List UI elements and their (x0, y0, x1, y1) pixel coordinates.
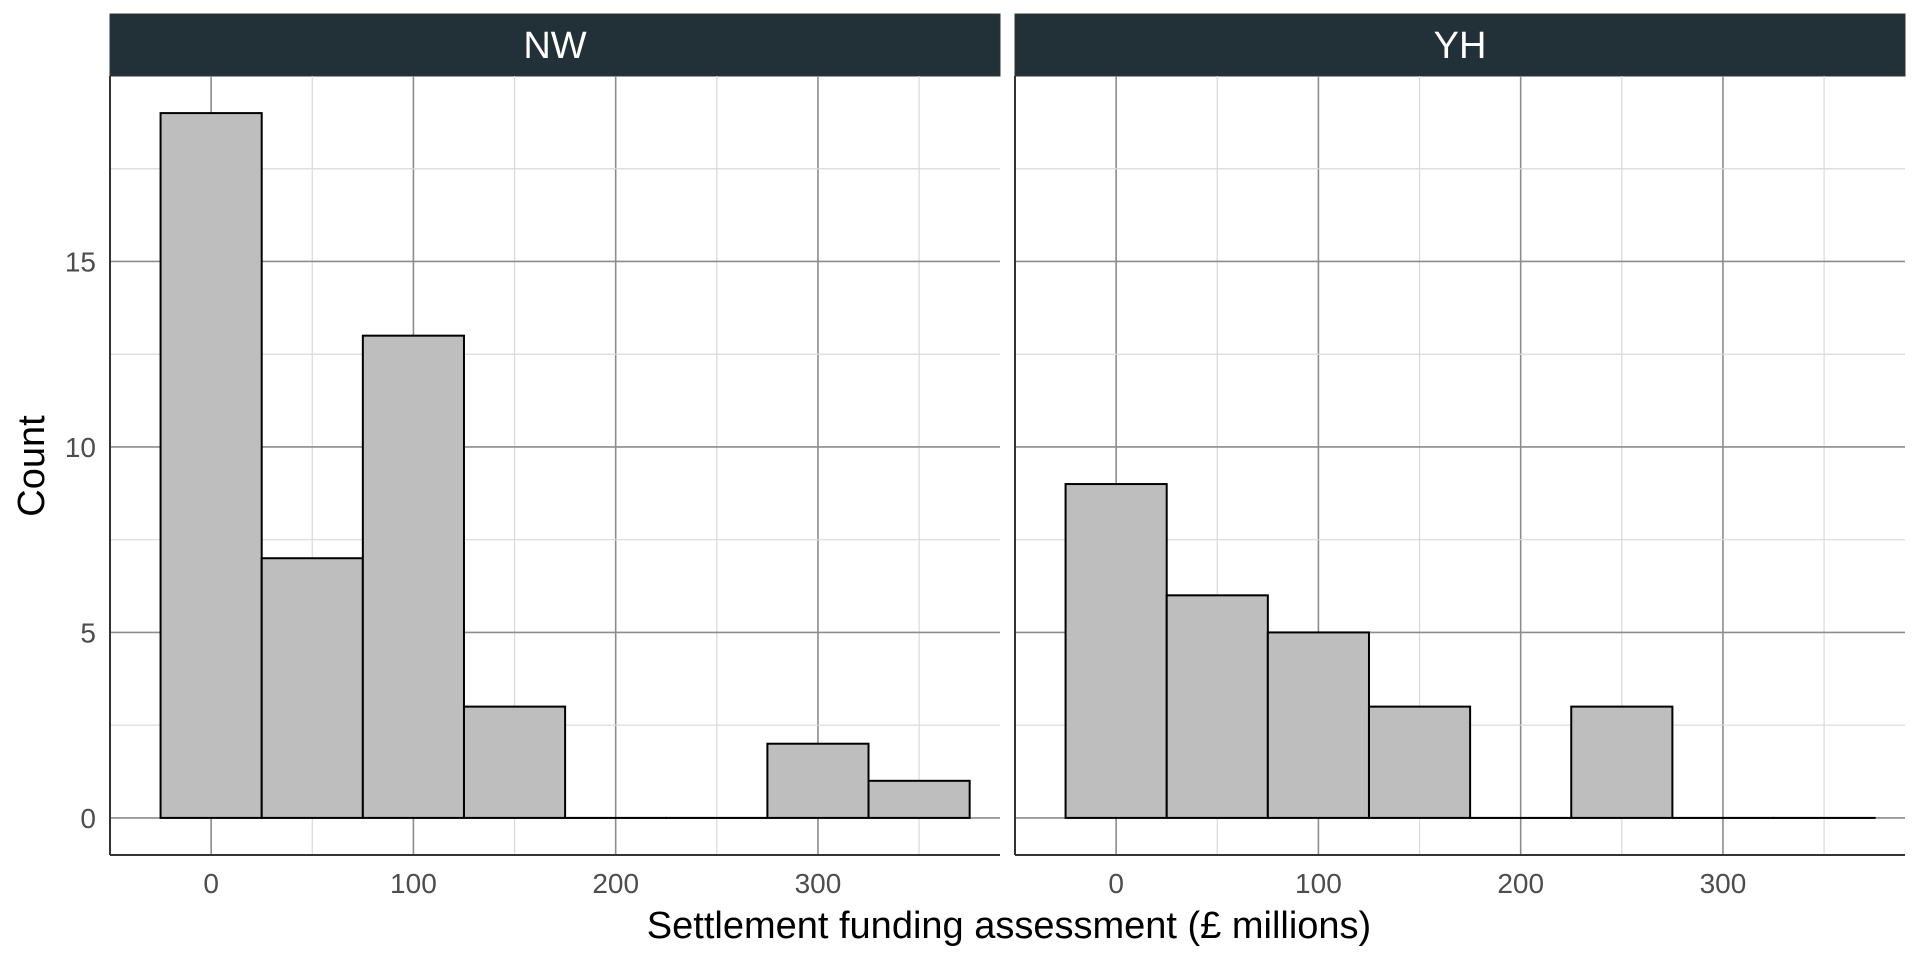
histogram-bar (766, 742, 870, 819)
x-tick-label: 300 (795, 868, 842, 899)
y-axis-title: Count (11, 415, 53, 517)
histogram-bar (867, 779, 971, 819)
x-tick-label: 0 (1108, 868, 1124, 899)
x-tick-label: 100 (390, 868, 437, 899)
y-tick-label: 15 (65, 246, 96, 277)
x-tick-label: 200 (1497, 868, 1544, 899)
facet-strip-label: NW (523, 25, 586, 67)
facet-strip (109, 13, 1001, 77)
facet-panels: NW 0 100 200 300 YH 0 100 200 300 (109, 13, 1906, 899)
histogram-bar (260, 557, 364, 819)
x-tick-label: 300 (1700, 868, 1747, 899)
y-tick-label: 10 (65, 432, 96, 463)
x-axis-title: Settlement funding assessment (£ million… (647, 905, 1371, 947)
facet-strip-label: YH (1434, 25, 1487, 67)
x-tick-label: 100 (1295, 868, 1342, 899)
facet-panel-yh: YH 0 100 200 300 (1014, 13, 1906, 899)
facet-strip (1014, 13, 1906, 77)
histogram-bar (361, 334, 465, 819)
histogram-bar (1266, 631, 1370, 819)
facet-panel-nw: NW 0 100 200 300 (109, 13, 1001, 899)
x-tick-label: 0 (203, 868, 219, 899)
x-tick-label: 200 (592, 868, 639, 899)
histogram-bar (1570, 705, 1674, 819)
histogram-bar (1064, 483, 1168, 819)
histogram-bar (159, 112, 263, 819)
y-axis: 0 5 10 15 (65, 246, 96, 833)
histogram-bar (462, 705, 567, 819)
y-tick-label: 5 (80, 617, 96, 648)
y-tick-label: 0 (80, 803, 96, 834)
histogram-bar (1367, 705, 1472, 819)
histogram-bar (1165, 594, 1269, 819)
